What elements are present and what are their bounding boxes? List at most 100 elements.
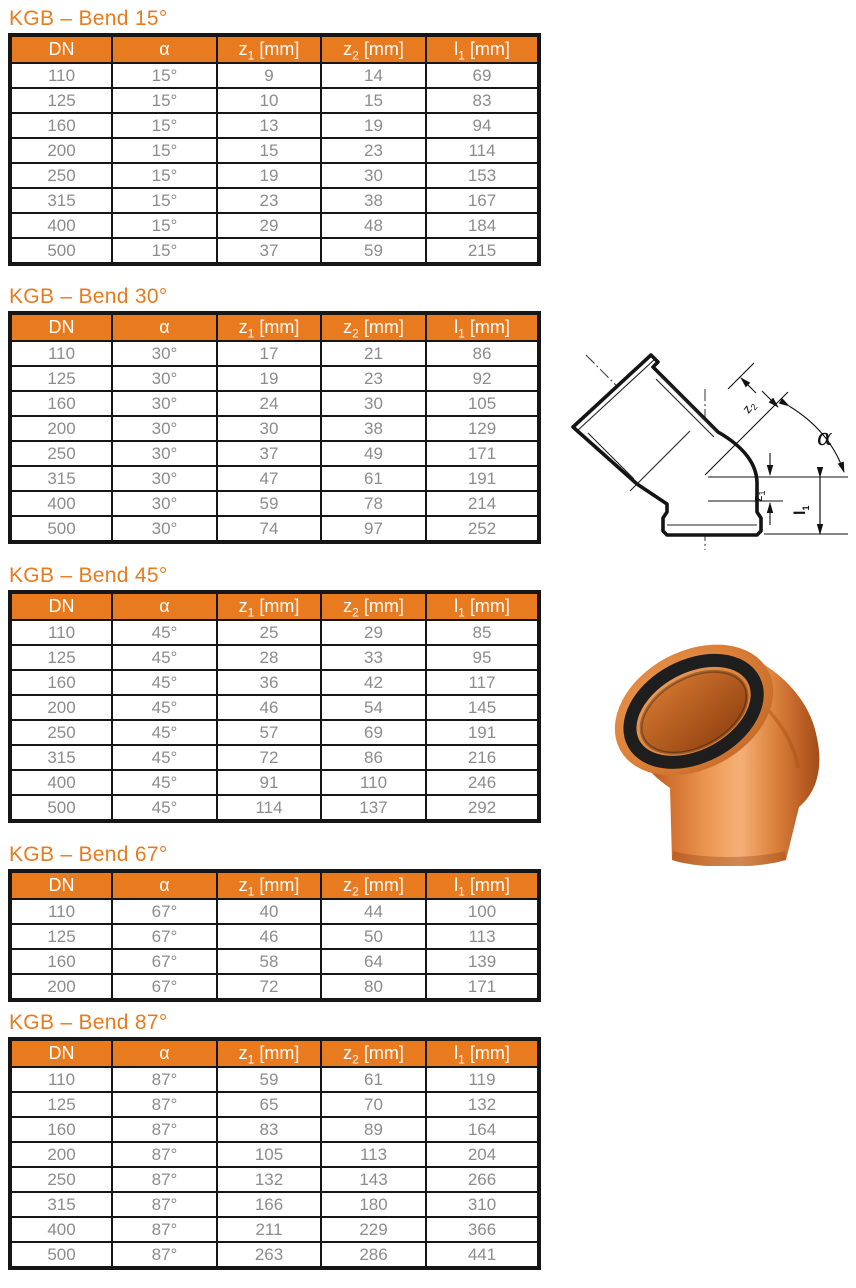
cell-z2: 113 (320, 1141, 427, 1168)
cell-dn: 160 (9, 112, 113, 139)
cell-z1: 28 (216, 644, 322, 671)
cell-alpha: 15° (111, 187, 218, 214)
cell-alpha: 87° (111, 1166, 218, 1193)
column-header-z1: z1 [mm] (216, 591, 322, 621)
column-header-z2: z2 [mm] (320, 591, 427, 621)
cell-z1: 47 (216, 465, 322, 492)
cell-l1: 92 (425, 365, 540, 392)
cell-z2: 19 (320, 112, 427, 139)
bend-fitting-image (614, 644, 820, 867)
section-bend-15: KGB – Bend 15° DN α z1 [mm] z2 [mm] l1 [mm] 1… (8, 7, 541, 266)
bend-dimension-diagram: z2 α z1 l1 (571, 353, 848, 550)
cell-z1: 13 (216, 112, 322, 139)
table-row: 125 87° 65 70 132 (9, 1091, 540, 1118)
cell-alpha: 87° (111, 1216, 218, 1243)
table-row: 125 15° 10 15 83 (9, 87, 540, 114)
cell-z2: 180 (320, 1191, 427, 1218)
technical-drawing: z2 α z1 l1 (568, 345, 853, 560)
cell-alpha: 15° (111, 137, 218, 164)
cell-dn: 125 (9, 923, 113, 950)
column-header-dn: DN (9, 1038, 113, 1068)
cell-alpha: 45° (111, 769, 218, 796)
table-row: 500 15° 37 59 215 (9, 237, 540, 265)
cell-dn: 315 (9, 744, 113, 771)
cell-l1: 164 (425, 1116, 540, 1143)
cell-z1: 72 (216, 744, 322, 771)
table-row: 110 67° 40 44 100 (9, 898, 540, 925)
cell-l1: 114 (425, 137, 540, 164)
cell-l1: 132 (425, 1091, 540, 1118)
cell-alpha: 15° (111, 62, 218, 89)
column-header-dn: DN (9, 34, 113, 64)
cell-l1: 216 (425, 744, 540, 771)
section-title-bend-15: KGB – Bend 15° (9, 7, 168, 30)
cell-alpha: 67° (111, 923, 218, 950)
cell-z1: 46 (216, 694, 322, 721)
cell-dn: 110 (9, 619, 113, 646)
cell-z2: 38 (320, 415, 427, 442)
table-row: 160 45° 36 42 117 (9, 669, 540, 696)
table-row: 250 87° 132 143 266 (9, 1166, 540, 1193)
cell-l1: 310 (425, 1191, 540, 1218)
cell-dn: 160 (9, 948, 113, 975)
table-row: 400 45° 91 110 246 (9, 769, 540, 796)
cell-dn: 315 (9, 1191, 113, 1218)
cell-z1: 23 (216, 187, 322, 214)
cell-dn: 315 (9, 187, 113, 214)
table-row: 110 45° 25 29 85 (9, 619, 540, 646)
spec-table-bend-67: DN α z1 [mm] z2 [mm] l1 [mm] 110 67° 40 44 100 125… (8, 869, 541, 1002)
header-row: DN α z1 [mm] z2 [mm] l1 [mm] (9, 312, 540, 342)
cell-z1: 263 (216, 1241, 322, 1269)
table-row: 315 45° 72 86 216 (9, 744, 540, 771)
cell-z2: 23 (320, 137, 427, 164)
cell-dn: 200 (9, 137, 113, 164)
cell-dn: 250 (9, 440, 113, 467)
cell-l1: 86 (425, 340, 540, 367)
cell-z1: 72 (216, 973, 322, 1001)
cell-l1: 171 (425, 440, 540, 467)
cell-alpha: 45° (111, 669, 218, 696)
z1-label: z1 (750, 490, 767, 502)
cell-z2: 137 (320, 794, 427, 822)
cell-z2: 286 (320, 1241, 427, 1269)
cell-l1: 191 (425, 719, 540, 746)
section-title-bend-67: KGB – Bend 67° (9, 843, 168, 866)
cell-z2: 89 (320, 1116, 427, 1143)
cell-z2: 80 (320, 973, 427, 1001)
spec-table-bend-87: DN α z1 [mm] z2 [mm] l1 [mm] 110 87° 59 61 119 125… (8, 1037, 541, 1270)
cell-alpha: 15° (111, 237, 218, 265)
cell-dn: 200 (9, 694, 113, 721)
column-header-l1: l1 [mm] (425, 591, 540, 621)
cell-alpha: 30° (111, 415, 218, 442)
socket-mouth (614, 644, 774, 776)
cell-z2: 59 (320, 237, 427, 265)
cell-z2: 38 (320, 187, 427, 214)
alpha-arc: α (778, 398, 845, 473)
cell-l1: 215 (425, 237, 540, 265)
cell-dn: 110 (9, 340, 113, 367)
column-header-l1: l1 [mm] (425, 34, 540, 64)
cell-z1: 40 (216, 898, 322, 925)
cell-z2: 14 (320, 62, 427, 89)
column-header-l1: l1 [mm] (425, 312, 540, 342)
cell-dn: 500 (9, 1241, 113, 1269)
cell-l1: 266 (425, 1166, 540, 1193)
column-header-z1: z1 [mm] (216, 34, 322, 64)
cell-dn: 200 (9, 973, 113, 1001)
dimension-z2: z2 (739, 377, 779, 416)
header-row: DN α z1 [mm] z2 [mm] l1 [mm] (9, 591, 540, 621)
cell-dn: 110 (9, 1066, 113, 1093)
cell-alpha: 45° (111, 694, 218, 721)
cell-z1: 58 (216, 948, 322, 975)
cell-alpha: 45° (111, 794, 218, 822)
header-row: DN α z1 [mm] z2 [mm] l1 [mm] (9, 870, 540, 900)
bend-outline (571, 353, 763, 537)
cell-l1: 204 (425, 1141, 540, 1168)
table-row: 160 15° 13 19 94 (9, 112, 540, 139)
cell-z2: 29 (320, 619, 427, 646)
cell-l1: 184 (425, 212, 540, 239)
header-row: DN α z1 [mm] z2 [mm] l1 [mm] (9, 34, 540, 64)
table-row: 400 30° 59 78 214 (9, 490, 540, 517)
cell-dn: 250 (9, 719, 113, 746)
